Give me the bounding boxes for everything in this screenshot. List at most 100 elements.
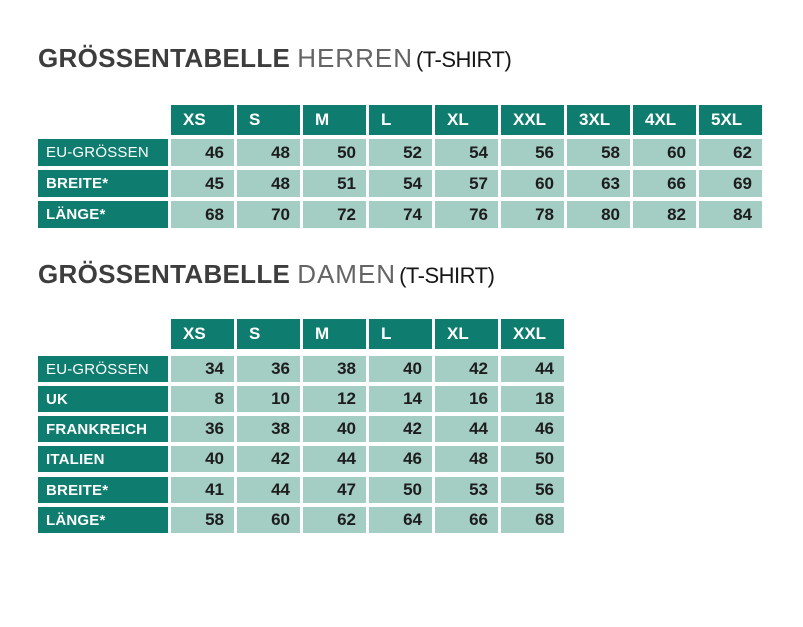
value-cell: 60 <box>237 507 300 533</box>
table-row: UK 8 10 12 14 16 18 <box>38 386 803 412</box>
row-label: EU-GRÖSSEN <box>38 356 168 382</box>
title-audience: HERREN <box>297 43 413 73</box>
table-row: EU-GRÖSSEN 34 36 38 40 42 44 <box>38 356 803 382</box>
value-cell: 64 <box>369 507 432 533</box>
size-column-header: XL <box>435 105 498 135</box>
value-cell: 62 <box>303 507 366 533</box>
value-cell: 14 <box>369 386 432 412</box>
row-label: FRANKREICH <box>38 416 168 442</box>
size-column-header: S <box>237 105 300 135</box>
value-cell: 12 <box>303 386 366 412</box>
value-cell: 62 <box>699 139 762 166</box>
size-column-header: XL <box>435 319 498 349</box>
value-cell: 34 <box>171 356 234 382</box>
title-main: GRÖSSENTABELLE <box>38 259 291 289</box>
value-cell: 36 <box>171 416 234 442</box>
size-column-header: S <box>237 319 300 349</box>
value-cell: 84 <box>699 201 762 228</box>
value-cell: 69 <box>699 170 762 197</box>
title-main: GRÖSSENTABELLE <box>38 43 291 73</box>
value-cell: 8 <box>171 386 234 412</box>
row-label: LÄNGE* <box>38 201 168 228</box>
value-cell: 38 <box>237 416 300 442</box>
value-cell: 40 <box>171 446 234 472</box>
value-cell: 58 <box>171 507 234 533</box>
page-title-damen: GRÖSSENTABELLE DAMEN (T-SHIRT) <box>38 260 803 290</box>
value-cell: 60 <box>501 170 564 197</box>
value-cell: 48 <box>237 139 300 166</box>
value-cell: 44 <box>435 416 498 442</box>
row-label: UK <box>38 386 168 412</box>
value-cell: 45 <box>171 170 234 197</box>
value-cell: 42 <box>369 416 432 442</box>
value-cell: 56 <box>501 477 564 503</box>
value-cell: 47 <box>303 477 366 503</box>
title-product: (T-SHIRT) <box>415 47 512 72</box>
value-cell: 50 <box>303 139 366 166</box>
value-cell: 36 <box>237 356 300 382</box>
row-label: BREITE* <box>38 170 168 197</box>
value-cell: 56 <box>501 139 564 166</box>
value-cell: 51 <box>303 170 366 197</box>
header-spacer <box>38 319 168 349</box>
value-cell: 41 <box>171 477 234 503</box>
size-chart-page: GRÖSSENTABELLE HERREN (T-SHIRT) XS S M L XL XXL… <box>0 44 803 533</box>
value-cell: 52 <box>369 139 432 166</box>
table-row: BREITE* 41 44 47 50 53 56 <box>38 477 803 503</box>
size-table-damen: XS S M L XL XXL EU-GRÖSSEN 34 36 38 40 42 44 UK 8 10 12 1… <box>38 319 803 533</box>
value-cell: 66 <box>435 507 498 533</box>
value-cell: 46 <box>369 446 432 472</box>
value-cell: 18 <box>501 386 564 412</box>
value-cell: 70 <box>237 201 300 228</box>
value-cell: 42 <box>237 446 300 472</box>
value-cell: 54 <box>435 139 498 166</box>
table-row: EU-GRÖSSEN 46 48 50 52 54 56 58 60 62 <box>38 139 803 166</box>
size-column-header: XS <box>171 319 234 349</box>
size-column-header: L <box>369 105 432 135</box>
size-column-header: L <box>369 319 432 349</box>
value-cell: 72 <box>303 201 366 228</box>
value-cell: 16 <box>435 386 498 412</box>
title-product: (T-SHIRT) <box>399 263 495 288</box>
value-cell: 50 <box>501 446 564 472</box>
value-cell: 46 <box>501 416 564 442</box>
value-cell: 42 <box>435 356 498 382</box>
size-column-header: 5XL <box>699 105 762 135</box>
title-audience: DAMEN <box>297 259 397 289</box>
value-cell: 44 <box>237 477 300 503</box>
value-cell: 68 <box>501 507 564 533</box>
value-cell: 44 <box>303 446 366 472</box>
table-row: BREITE* 45 48 51 54 57 60 63 66 69 <box>38 170 803 197</box>
size-header-row: XS S M L XL XXL 3XL 4XL 5XL <box>38 105 803 135</box>
size-column-header: M <box>303 105 366 135</box>
value-cell: 68 <box>171 201 234 228</box>
header-spacer <box>38 105 168 135</box>
value-cell: 66 <box>633 170 696 197</box>
table-row: LÄNGE* 68 70 72 74 76 78 80 82 84 <box>38 201 803 228</box>
value-cell: 74 <box>369 201 432 228</box>
size-column-header: XS <box>171 105 234 135</box>
value-cell: 82 <box>633 201 696 228</box>
value-cell: 57 <box>435 170 498 197</box>
value-cell: 46 <box>171 139 234 166</box>
value-cell: 40 <box>369 356 432 382</box>
size-header-row: XS S M L XL XXL <box>38 319 803 349</box>
value-cell: 53 <box>435 477 498 503</box>
row-label: ITALIEN <box>38 446 168 472</box>
size-table-herren: XS S M L XL XXL 3XL 4XL 5XL EU-GRÖSSEN 46 48 50 52 54 5… <box>38 105 803 228</box>
row-label: LÄNGE* <box>38 507 168 533</box>
value-cell: 58 <box>567 139 630 166</box>
value-cell: 44 <box>501 356 564 382</box>
size-column-header: 4XL <box>633 105 696 135</box>
value-cell: 48 <box>435 446 498 472</box>
value-cell: 78 <box>501 201 564 228</box>
value-cell: 38 <box>303 356 366 382</box>
value-cell: 50 <box>369 477 432 503</box>
value-cell: 54 <box>369 170 432 197</box>
section-damen: GRÖSSENTABELLE DAMEN (T-SHIRT) XS S M L XL XXL E… <box>38 260 803 533</box>
value-cell: 76 <box>435 201 498 228</box>
size-column-header: XXL <box>501 319 564 349</box>
value-cell: 60 <box>633 139 696 166</box>
value-cell: 80 <box>567 201 630 228</box>
table-row: ITALIEN 40 42 44 46 48 50 <box>38 446 803 472</box>
